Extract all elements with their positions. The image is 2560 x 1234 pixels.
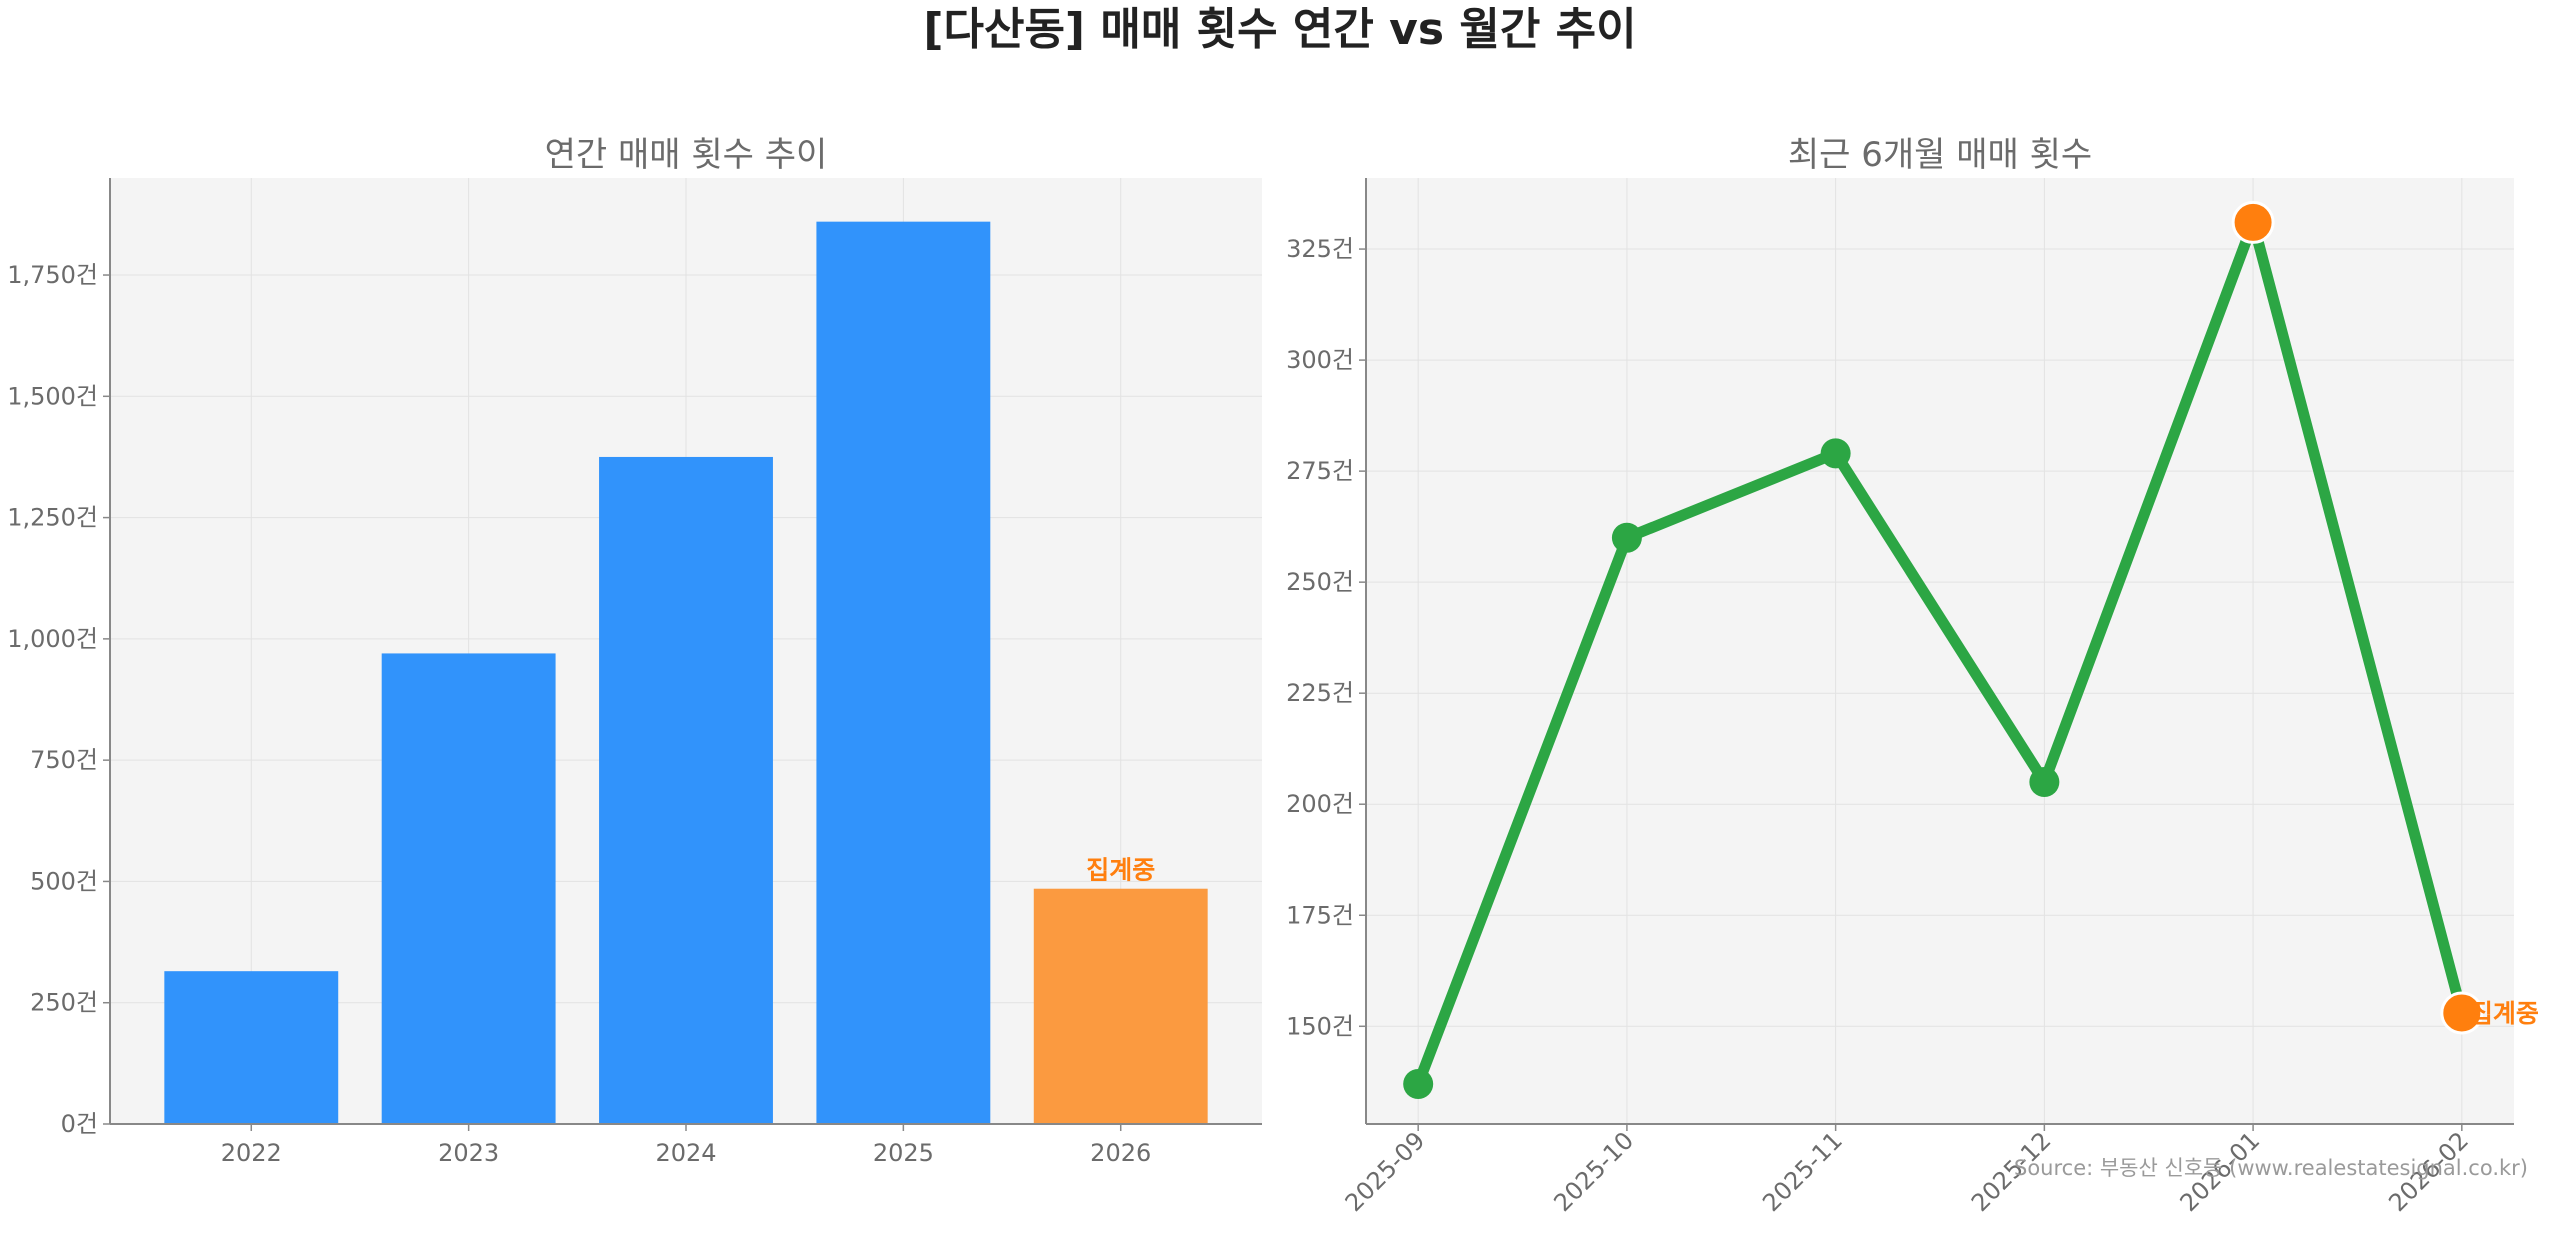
x-tick-label: 2025-09: [1340, 1126, 1431, 1217]
y-tick-label: 175건: [1286, 901, 1354, 929]
y-tick-label: 300건: [1286, 346, 1354, 374]
point-2025-11: [1820, 438, 1851, 469]
partial-month-annotation: 집계중: [2470, 999, 2539, 1028]
source-note: Source: 부동산 신호등 (www.realestatesignal.co…: [2014, 1156, 2528, 1180]
y-tick-label: 325건: [1286, 235, 1354, 263]
x-tick-label: 2022: [221, 1139, 282, 1167]
x-tick-label: 2023: [438, 1139, 499, 1167]
y-tick-label: 150건: [1286, 1012, 1354, 1040]
x-tick-label: 2025-10: [1548, 1126, 1639, 1217]
point-2025-12: [2029, 767, 2060, 798]
x-tick-label: 2025: [873, 1139, 934, 1167]
bar-2022: [164, 971, 339, 1124]
bar-2024: [599, 456, 773, 1124]
plot-area: [1366, 178, 2514, 1124]
x-tick-label: 2025-11: [1757, 1126, 1848, 1217]
point-2026-02: [2440, 991, 2484, 1035]
point-2025-09: [1403, 1069, 1434, 1100]
x-tick-label: 2024: [655, 1139, 716, 1167]
point-2026-01: [2231, 200, 2275, 244]
point-2025-10: [1611, 522, 1642, 553]
y-tick-label: 750건: [30, 746, 98, 774]
y-tick-label: 200건: [1286, 790, 1354, 818]
y-tick-label: 275건: [1286, 457, 1354, 485]
annual-bar-chart: 0건 250건 500건 750건 1,000건 1,250건 1,500건 1,750건 20…: [7, 135, 1262, 1167]
y-tick-label: 1,250건: [7, 504, 98, 532]
annual-chart-title: 연간 매매 횟수 추이: [545, 135, 828, 175]
y-tick-label: 1,750건: [7, 261, 98, 289]
y-tick-label: 250건: [1286, 568, 1354, 596]
bar-2025: [816, 221, 991, 1124]
bar-2026: [1033, 888, 1208, 1124]
y-tick-label: 0건: [61, 1110, 98, 1138]
bar-2023: [381, 653, 556, 1124]
y-tick-label: 500건: [30, 867, 98, 895]
series-line: [1412, 216, 2468, 1090]
x-tick-label: 2026: [1090, 1139, 1151, 1167]
y-tick-label: 225건: [1286, 679, 1354, 707]
y-tick-label: 1,000건: [7, 625, 98, 653]
figure-title: [다산동] 매매 횟수 연간 vs 월간 추이: [923, 4, 1636, 55]
y-tick-label: 250건: [30, 989, 98, 1017]
partial-year-annotation: 집계중: [1086, 856, 1155, 885]
monthly-chart-title: 최근 6개월 매매 횟수: [1788, 135, 2092, 175]
y-tick-label: 1,500건: [7, 382, 98, 410]
